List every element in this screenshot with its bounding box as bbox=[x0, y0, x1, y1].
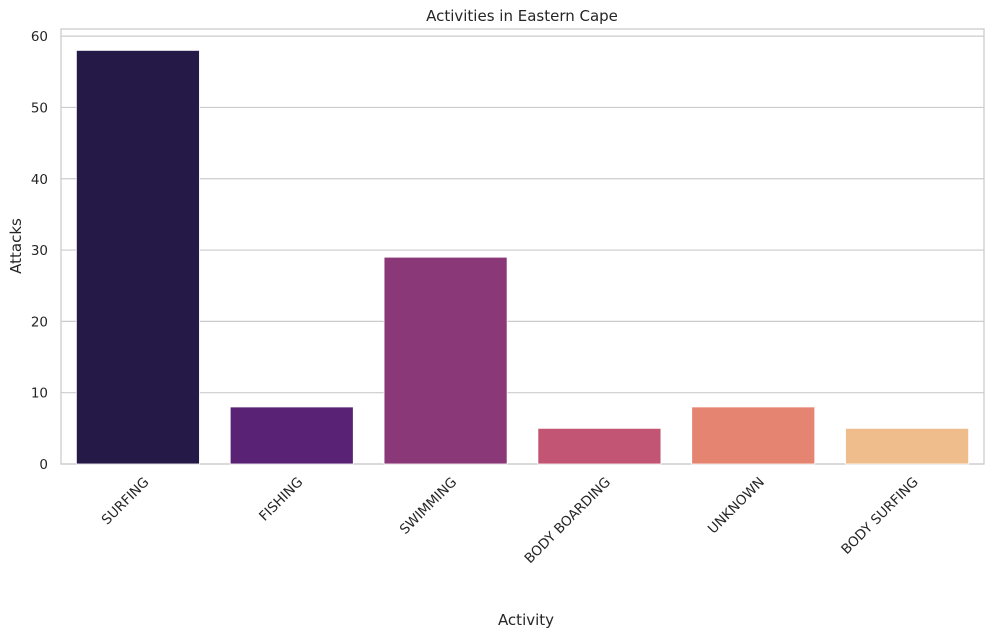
bar-swimming bbox=[383, 256, 508, 465]
bar-unknown bbox=[691, 406, 816, 465]
y-tick-label: 30 bbox=[31, 243, 48, 259]
bar-surfing bbox=[75, 49, 200, 465]
y-tick-label: 10 bbox=[31, 386, 48, 402]
x-tick-label: SWIMMING bbox=[397, 474, 460, 537]
y-tick-label: 50 bbox=[31, 100, 48, 116]
y-axis-label: Attacks bbox=[7, 218, 25, 274]
x-tick-label: BODY SURFING bbox=[838, 474, 921, 557]
plot-frame bbox=[60, 28, 985, 465]
x-tick-label: BODY BOARDING bbox=[522, 474, 614, 566]
x-tick-label: UNKNOWN bbox=[705, 474, 768, 537]
x-axis-label: Activity bbox=[498, 611, 554, 629]
y-tick-label: 40 bbox=[31, 172, 48, 188]
grid-lines bbox=[61, 35, 984, 465]
y-tick-label: 20 bbox=[31, 314, 48, 330]
y-tick-label: 60 bbox=[31, 29, 48, 45]
y-tick-labels: 0 10 20 30 40 50 60 bbox=[31, 29, 48, 473]
x-tick-labels: SURFING FISHING SWIMMING BODY BOARDING UNKNO… bbox=[99, 474, 922, 566]
bar-fishing bbox=[229, 406, 354, 465]
bars bbox=[75, 49, 970, 465]
x-tick-label: FISHING bbox=[256, 474, 306, 524]
chart-title: Activities in Eastern Cape bbox=[426, 7, 618, 25]
bar-body-boarding bbox=[537, 427, 662, 465]
y-tick-label: 0 bbox=[39, 457, 48, 473]
bar-body-surfing bbox=[845, 427, 970, 465]
x-tick-label: SURFING bbox=[99, 474, 153, 528]
